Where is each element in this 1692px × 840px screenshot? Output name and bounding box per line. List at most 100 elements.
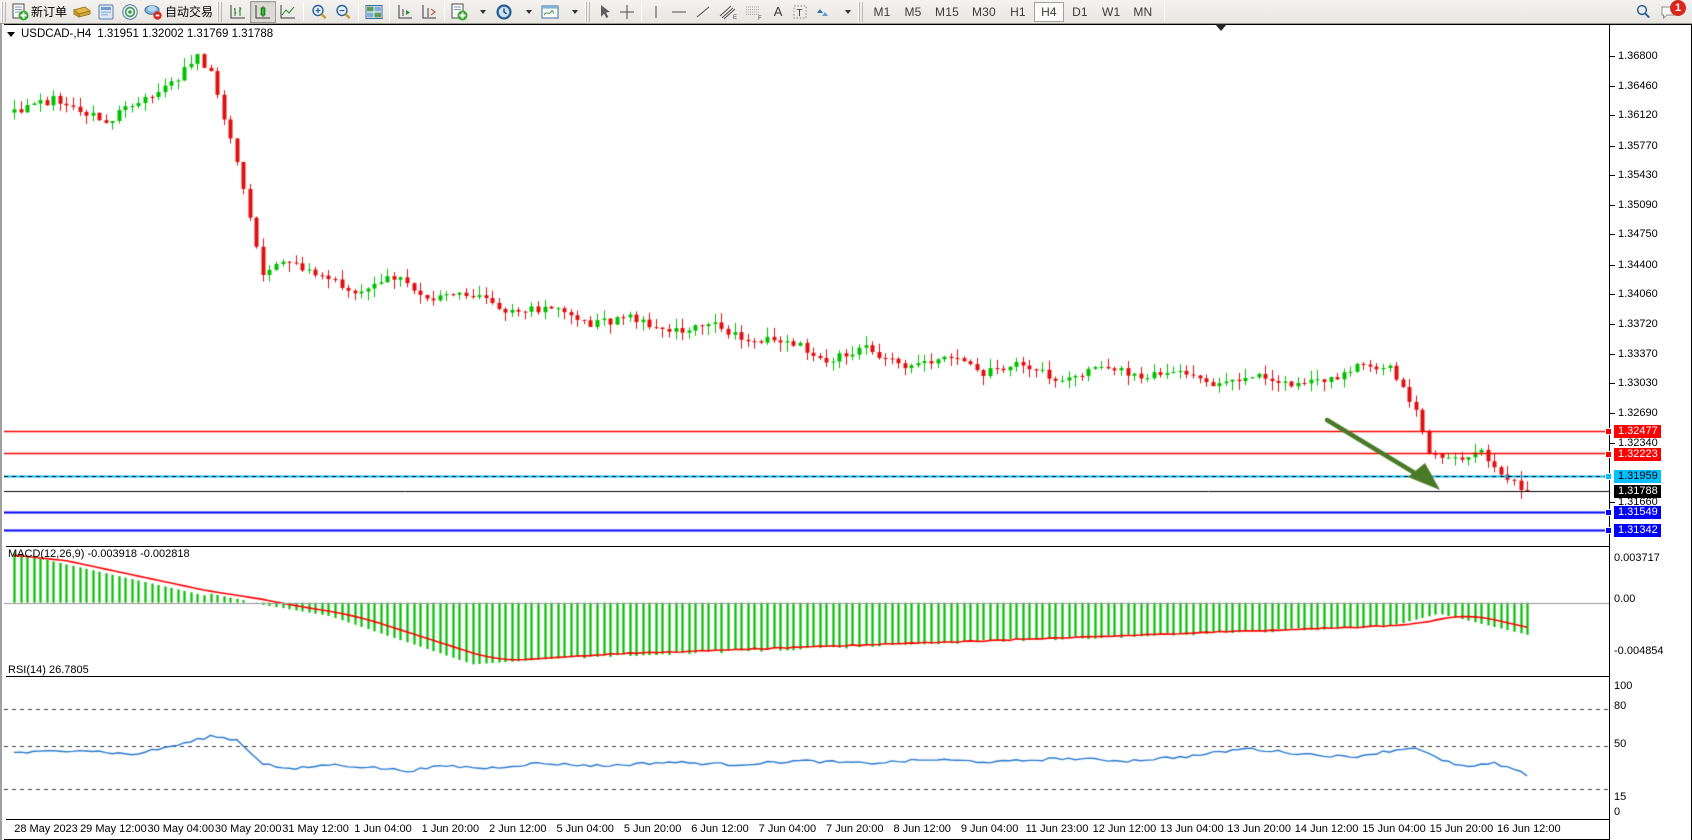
notification-badge: 1 — [1670, 0, 1686, 16]
autotrading-button[interactable]: 自动交易 — [142, 1, 216, 23]
terminal-button[interactable] — [94, 1, 118, 23]
vertical-line-tool-button[interactable] — [645, 1, 667, 23]
zoom-in-button[interactable] — [307, 1, 331, 23]
toolbar-divider-6 — [1164, 2, 1166, 21]
tile-windows-button[interactable] — [362, 1, 386, 23]
rsi-tick: 0 — [1614, 806, 1621, 818]
cursor-tool-button[interactable] — [594, 1, 616, 23]
timeframe-m15-button[interactable]: M15 — [929, 2, 965, 22]
timeframe-h1-button[interactable]: H1 — [1003, 2, 1033, 22]
bar-chart-button[interactable] — [226, 1, 250, 23]
time-axis-label: 30 May 04:00 — [147, 823, 215, 835]
zoom-out-button[interactable] — [331, 1, 355, 23]
new-order-button[interactable]: 新订单 — [10, 1, 70, 23]
chevron-down-icon — [525, 9, 532, 14]
macd-tick: -0.004854 — [1614, 645, 1664, 657]
timeframe-m1-button[interactable]: M1 — [867, 2, 897, 22]
time-axis-label: 1 Jun 20:00 — [421, 823, 480, 835]
price-level-badge-support[interactable]: 1.31549 — [1605, 506, 1691, 519]
bar-chart-icon — [230, 4, 246, 18]
rsi-panel-divider-top — [6, 676, 1691, 677]
macd-canvas[interactable] — [4, 548, 1610, 674]
chevron-down-icon — [571, 9, 578, 14]
line-chart-icon — [280, 4, 296, 18]
toolbar-grip-3[interactable] — [585, 1, 593, 22]
time-axis-label: 15 Jun 20:00 — [1429, 823, 1494, 835]
time-axis-label: 2 Jun 12:00 — [489, 823, 547, 835]
textlabel-tool-button[interactable]: T — [789, 1, 811, 23]
price-axis[interactable]: 1.36800 1.36460 1.36120 1.35770 1.35430 1.350… — [1605, 25, 1691, 840]
wallet-icon — [72, 5, 92, 18]
timeframe-m30-button[interactable]: M30 — [966, 2, 1002, 22]
chart-symbol-bar: USDCAD-,H4 1.31951 1.32002 1.31769 1.317… — [7, 27, 273, 41]
cursor-arrow-icon — [601, 4, 611, 18]
timeframe-label: H4 — [1041, 4, 1057, 19]
price-chart-canvas[interactable] — [4, 41, 1610, 541]
macd-panel-divider-top — [6, 546, 1691, 547]
time-axis-label: 30 May 20:00 — [214, 823, 282, 835]
text-tool-label: A — [773, 4, 783, 19]
notification-button[interactable]: 1 — [1661, 0, 1686, 21]
trendline-tool-button[interactable] — [691, 1, 715, 23]
price-level-badge-resistance[interactable]: 1.32477 — [1605, 425, 1691, 439]
clock-icon — [496, 4, 512, 19]
magnifier-icon[interactable] — [1634, 3, 1652, 21]
time-axis: 28 May 2023 29 May 12:00 30 May 04:00 30 Ma… — [6, 819, 1691, 839]
chart-menu-caret-icon[interactable] — [7, 31, 15, 37]
toolbar-grip-4[interactable] — [858, 1, 866, 22]
text-tool-button[interactable]: A — [767, 1, 789, 23]
timeframe-label: W1 — [1101, 4, 1121, 19]
arrows-tool-button[interactable] — [811, 1, 835, 23]
price-tick: 1.35090 — [1610, 199, 1691, 212]
new-chart-dropdown[interactable] — [470, 1, 492, 23]
chevron-down-icon — [844, 9, 851, 14]
new-chart-button[interactable] — [448, 1, 470, 23]
equidistant-channel-button[interactable]: E — [715, 1, 741, 23]
period-dropdown[interactable] — [516, 1, 538, 23]
templates-dropdown[interactable] — [562, 1, 584, 23]
timeframe-m5-button[interactable]: M5 — [898, 2, 928, 22]
line-chart-button[interactable] — [276, 1, 300, 23]
timeframe-label: M15 — [935, 4, 959, 19]
time-axis-label: 29 May 12:00 — [80, 823, 147, 835]
rsi-canvas[interactable] — [4, 678, 1610, 820]
chart-shift-button[interactable] — [393, 1, 417, 23]
price-tick: 1.36800 — [1610, 50, 1691, 63]
auto-scroll-button[interactable] — [417, 1, 441, 23]
timeframe-h4-button[interactable]: H4 — [1033, 1, 1064, 22]
templates-button[interactable] — [538, 1, 562, 23]
price-level-badge-entry[interactable]: 1.31959 — [1605, 470, 1691, 484]
period-button[interactable] — [492, 1, 516, 23]
arrows-dropdown[interactable] — [835, 1, 857, 23]
toolbar-grip[interactable] — [1, 1, 8, 22]
candlestick-chart-button[interactable] — [250, 0, 277, 23]
navigator-button[interactable] — [118, 1, 142, 23]
time-axis-label: 13 Jun 04:00 — [1159, 823, 1224, 835]
chart-area[interactable]: USDCAD-,H4 1.31951 1.32002 1.31769 1.317… — [0, 24, 1692, 840]
timeframe-w1-button[interactable]: W1 — [1096, 2, 1126, 22]
tile-windows-icon — [365, 4, 383, 19]
toolbar-divider-3 — [389, 2, 391, 21]
price-level-badge-last-price[interactable]: 1.31788 — [1610, 485, 1691, 499]
time-axis-label: 31 May 12:00 — [282, 823, 349, 835]
toolbar-grip-2[interactable] — [217, 1, 225, 22]
time-axis-label: 12 Jun 12:00 — [1092, 823, 1157, 835]
price-tick: 1.35430 — [1610, 169, 1691, 182]
price-level-badge-resistance[interactable]: 1.32223 — [1605, 447, 1691, 461]
chevron-down-icon — [479, 9, 486, 14]
crosshair-tool-button[interactable] — [616, 1, 638, 23]
zoom-out-icon — [336, 4, 351, 19]
price-level-badge-support[interactable]: 1.31342 — [1605, 523, 1691, 537]
fibonacci-tool-button[interactable]: F — [741, 1, 767, 23]
price-tick: 1.34060 — [1610, 288, 1691, 301]
scroll-marker-icon — [1215, 24, 1227, 31]
price-tick: 1.33370 — [1610, 348, 1691, 361]
timeframe-mn-button[interactable]: MN — [1127, 2, 1158, 22]
wallet-button[interactable] — [70, 1, 94, 23]
timeframe-group: M1 M5 M15 M30 H1 H4 D1 W1 MN — [867, 1, 1158, 22]
svg-text:T: T — [796, 8, 802, 19]
time-axis-label: 5 Jun 20:00 — [623, 823, 682, 835]
horizontal-line-tool-button[interactable] — [667, 1, 691, 23]
timeframe-d1-button[interactable]: D1 — [1065, 2, 1095, 22]
terminal-icon — [98, 4, 114, 19]
